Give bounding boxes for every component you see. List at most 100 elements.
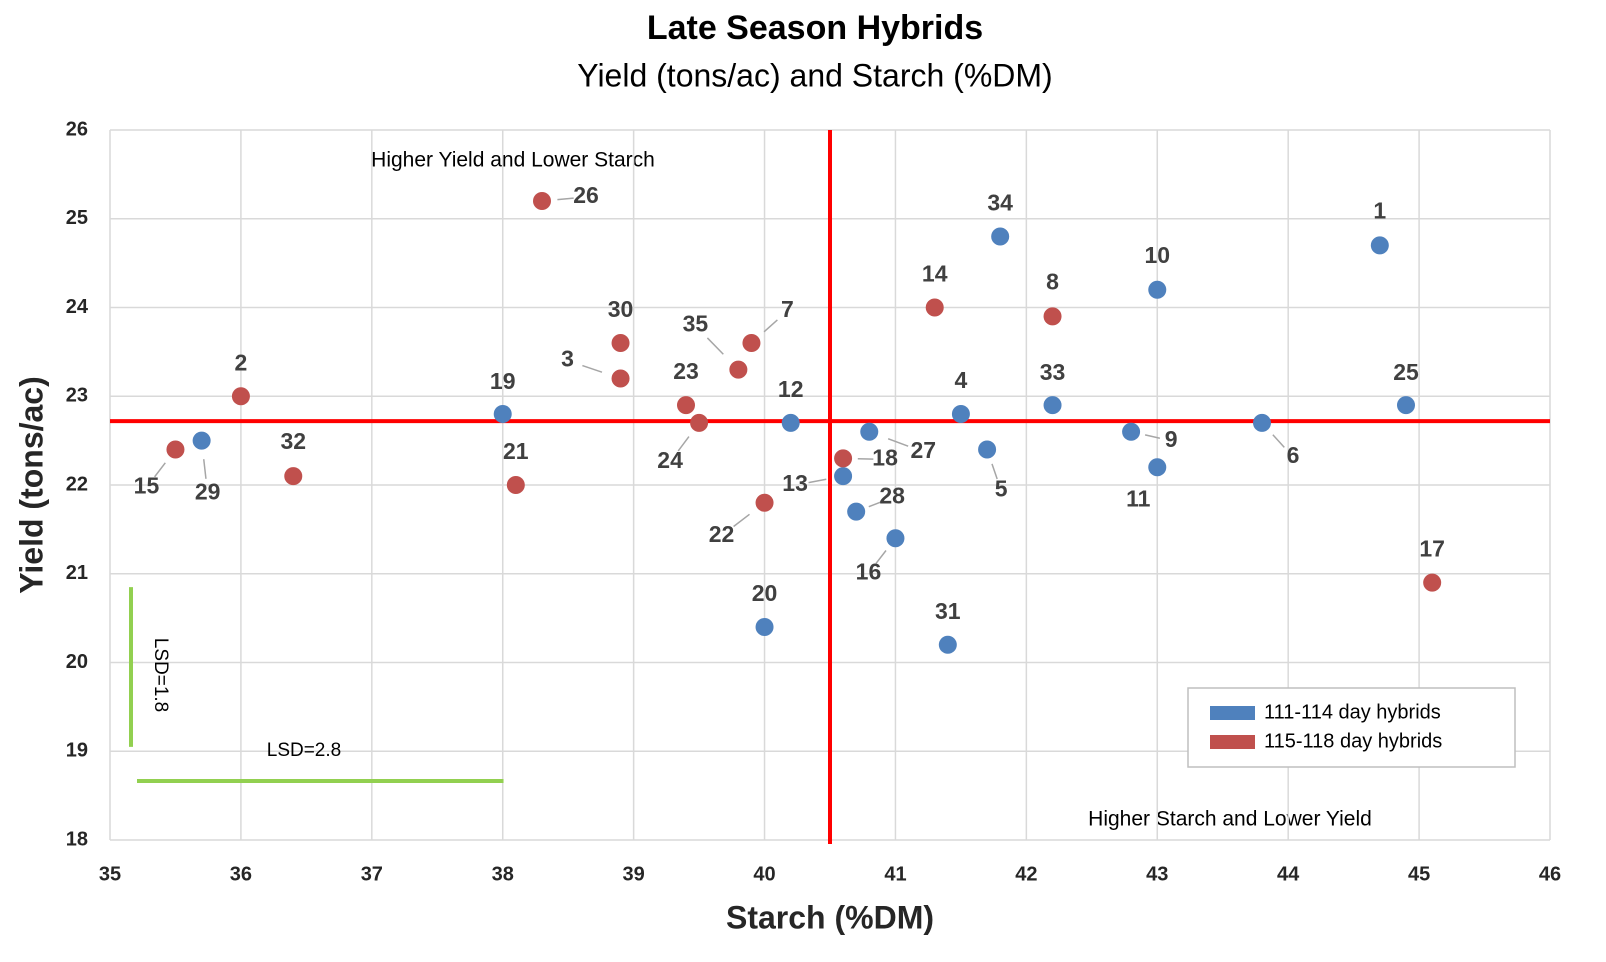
point <box>166 440 185 459</box>
point-label: 20 <box>752 580 778 606</box>
point-label: 27 <box>910 437 936 463</box>
point <box>834 449 853 468</box>
point-label: 25 <box>1393 359 1419 385</box>
y-tick-label: 18 <box>66 828 88 850</box>
x-tick-label: 39 <box>623 863 645 885</box>
point-label: 15 <box>134 473 160 499</box>
point <box>742 334 761 352</box>
leader-line <box>202 459 207 479</box>
x-tick-label: 37 <box>361 863 383 885</box>
point-label: 7 <box>781 296 794 322</box>
y-axis-title: Yield (tons/ac) <box>13 376 49 594</box>
x-axis-title: Starch (%DM) <box>726 899 934 935</box>
x-tick-label: 38 <box>492 863 514 885</box>
leader-line <box>582 364 603 373</box>
point <box>1253 413 1271 432</box>
y-tick-label: 20 <box>66 651 88 673</box>
legend-swatch <box>1210 706 1255 720</box>
point-label: 30 <box>608 296 634 322</box>
point <box>677 396 695 415</box>
point <box>834 467 853 486</box>
leader-line <box>991 463 998 480</box>
x-tick-label: 41 <box>884 863 906 885</box>
x-tick-label: 40 <box>753 863 775 885</box>
point-label: 28 <box>879 483 905 509</box>
point <box>611 334 630 352</box>
point-label: 33 <box>1040 359 1066 385</box>
point <box>1043 307 1062 326</box>
leader-line <box>887 438 909 447</box>
point <box>1148 280 1167 299</box>
legend-swatch <box>1210 735 1255 749</box>
point-label: 26 <box>573 182 599 208</box>
point <box>284 467 303 486</box>
point-label: 12 <box>778 376 804 402</box>
point <box>729 360 748 379</box>
legend-label: 115-118 day hybrids <box>1264 730 1442 752</box>
point <box>1122 422 1141 441</box>
point <box>938 635 957 654</box>
point-label: 9 <box>1165 426 1178 452</box>
point <box>493 405 512 423</box>
point <box>1148 458 1167 477</box>
point <box>925 298 944 317</box>
point-label: 19 <box>490 368 516 394</box>
x-tick-label: 42 <box>1015 863 1037 885</box>
point-label: 6 <box>1287 442 1300 468</box>
leader-line <box>1272 434 1285 448</box>
point-label: 1 <box>1373 197 1386 223</box>
point-label: 5 <box>995 476 1008 502</box>
point <box>1423 573 1442 592</box>
point-label: 4 <box>955 367 968 393</box>
point <box>533 192 551 210</box>
point <box>611 369 630 388</box>
y-tick-label: 19 <box>66 740 88 762</box>
point <box>860 422 879 441</box>
leader-line <box>677 436 690 452</box>
leader-line <box>868 500 883 508</box>
point-label: 18 <box>872 444 898 470</box>
point-label: 29 <box>195 479 221 505</box>
point-label: 31 <box>935 598 961 624</box>
leader-line <box>763 319 778 333</box>
point-label: 8 <box>1046 268 1059 294</box>
x-tick-label: 36 <box>230 863 252 885</box>
point-label: 14 <box>922 261 948 287</box>
point <box>506 476 525 494</box>
point <box>1397 396 1415 415</box>
y-tick-label: 22 <box>66 473 88 495</box>
leader-line <box>557 197 574 201</box>
chart-subtitle: Yield (tons/ac) and Starch (%DM) <box>577 57 1052 93</box>
point-label: 24 <box>657 447 683 473</box>
leader-line <box>808 478 827 484</box>
point-label: 13 <box>782 470 808 496</box>
point <box>886 529 905 548</box>
point <box>231 387 250 406</box>
point <box>1043 396 1062 415</box>
point-label: 21 <box>503 438 529 464</box>
legend-box <box>1187 687 1516 768</box>
point <box>1370 236 1389 255</box>
point-label: 11 <box>1126 485 1151 511</box>
point-label: 16 <box>856 558 882 584</box>
point <box>192 431 211 450</box>
x-tick-label: 44 <box>1277 863 1300 885</box>
point-label: 35 <box>683 311 709 337</box>
x-tick-label: 43 <box>1146 863 1168 885</box>
y-tick-label: 26 <box>66 118 88 140</box>
point-label: 3 <box>561 346 574 372</box>
point-label: 10 <box>1144 242 1170 268</box>
leader-line <box>1144 434 1161 439</box>
annotation: Higher Yield and Lower Starch <box>371 149 655 172</box>
point-label: 23 <box>673 358 699 384</box>
leader-line <box>706 337 724 355</box>
point <box>755 493 774 512</box>
y-tick-label: 25 <box>66 207 88 229</box>
point <box>755 618 774 636</box>
point-label: 2 <box>235 349 248 375</box>
chart-title: Late Season Hybrids <box>647 9 983 47</box>
lsd-label: LSD=2.8 <box>267 740 341 761</box>
leader-line <box>153 462 166 478</box>
legend-label: 111-114 day hybrids <box>1264 701 1441 723</box>
